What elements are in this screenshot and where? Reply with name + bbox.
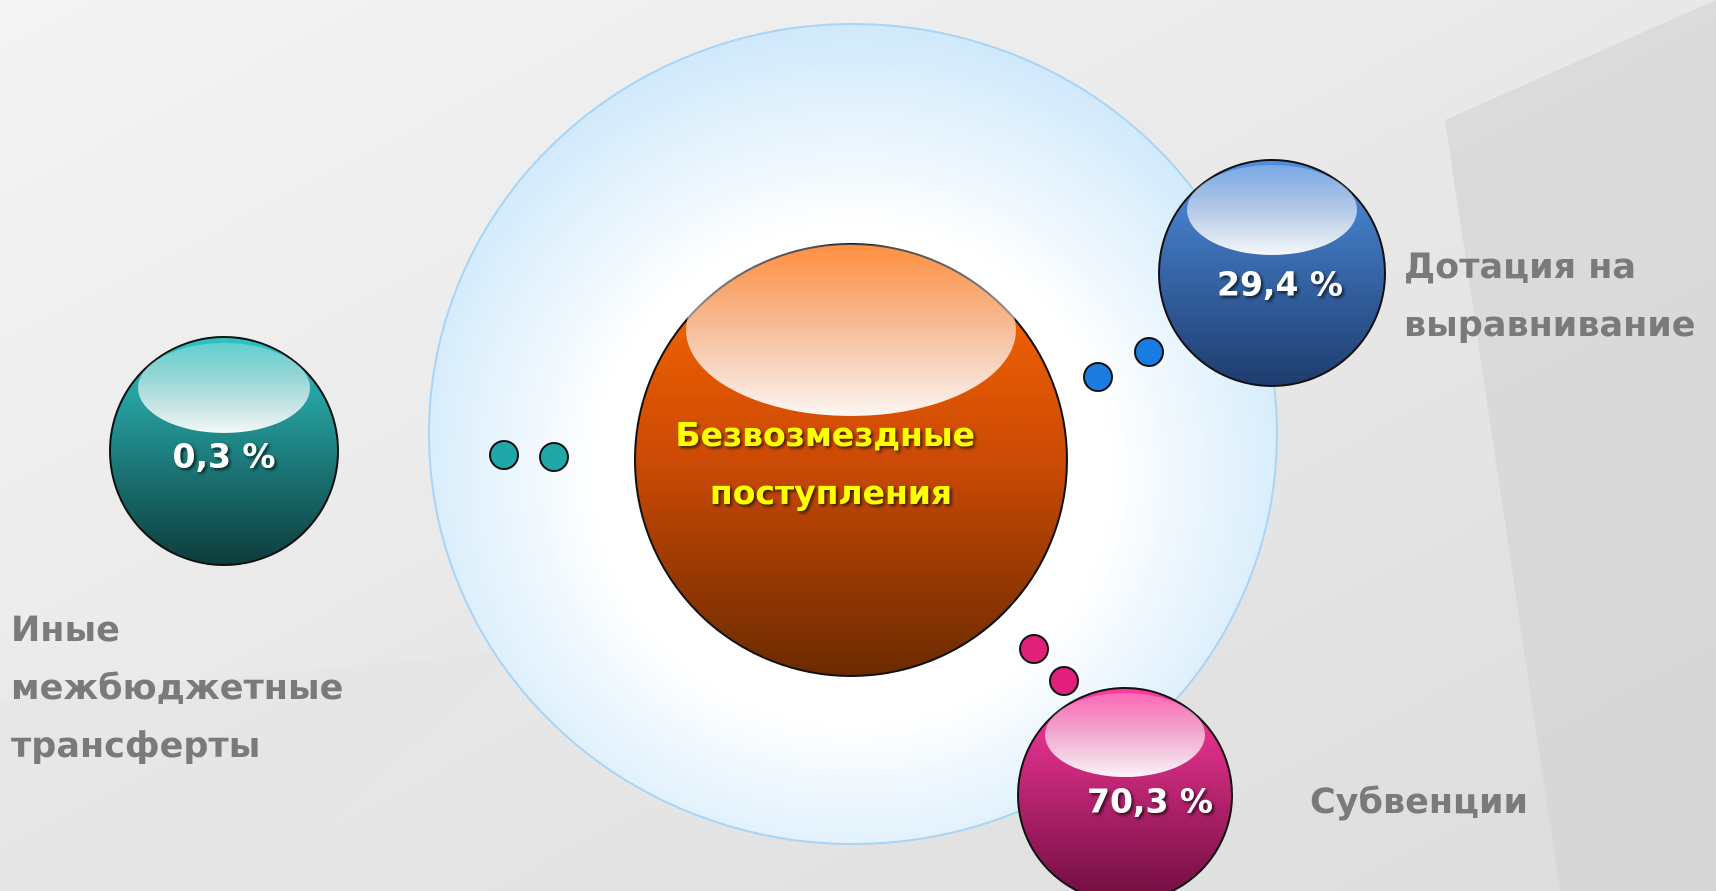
highlight bbox=[1187, 165, 1357, 255]
dot bbox=[490, 441, 518, 469]
highlight bbox=[686, 244, 1016, 416]
label-line: трансферты bbox=[11, 726, 260, 766]
node-label: Субвенции bbox=[1310, 782, 1528, 822]
dot bbox=[1135, 338, 1163, 366]
label-line: Безвозмездные bbox=[675, 415, 975, 454]
value-label: 0,3 % bbox=[172, 437, 275, 476]
center-sphere: Безвозмездные поступления bbox=[635, 244, 1067, 676]
highlight bbox=[1045, 693, 1205, 777]
label-line: межбюджетные bbox=[11, 668, 343, 708]
dot bbox=[1084, 363, 1112, 391]
value-label: 70,3 % bbox=[1087, 782, 1213, 821]
label-line: Субвенции bbox=[1310, 782, 1528, 822]
highlight bbox=[138, 343, 310, 433]
value-label: 29,4 % bbox=[1217, 265, 1343, 304]
label-line: поступления bbox=[710, 473, 952, 512]
label-line: Иные bbox=[11, 610, 120, 650]
dot bbox=[1050, 667, 1078, 695]
label-line: выравнивание bbox=[1404, 305, 1696, 345]
label-line: Дотация на bbox=[1404, 247, 1636, 287]
dot bbox=[540, 443, 568, 471]
diagram: Безвозмездные поступления 29,4 % Дотация… bbox=[0, 0, 1716, 891]
page: {"center": {"label_lines": ["Безвозмездн… bbox=[0, 0, 1716, 891]
dot bbox=[1020, 635, 1048, 663]
